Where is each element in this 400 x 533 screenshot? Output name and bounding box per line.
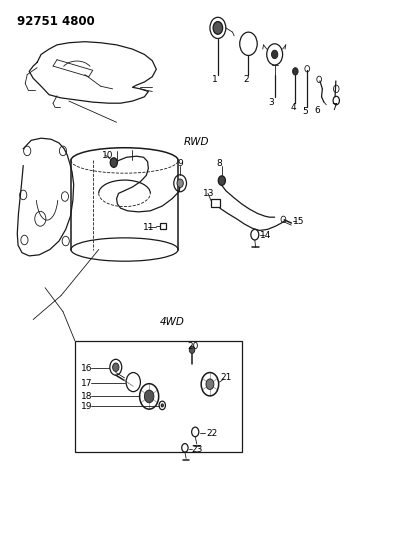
Circle shape [110, 158, 117, 167]
Bar [160, 223, 166, 229]
Text: 1: 1 [212, 75, 218, 84]
Text: 4: 4 [290, 103, 296, 112]
Text: 5: 5 [302, 107, 308, 116]
Text: RWD: RWD [183, 137, 209, 147]
Circle shape [206, 379, 214, 390]
Text: 10: 10 [102, 151, 113, 160]
Bar [75, 341, 242, 452]
Text: 15: 15 [293, 217, 305, 226]
Circle shape [189, 346, 195, 353]
Text: 7: 7 [331, 103, 337, 112]
Text: 6: 6 [314, 106, 320, 115]
Text: 18: 18 [81, 392, 92, 401]
Text: 4WD: 4WD [160, 317, 185, 327]
Text: 2: 2 [243, 75, 248, 84]
Circle shape [161, 404, 164, 407]
Text: 23: 23 [191, 445, 203, 454]
Text: 17: 17 [81, 378, 92, 387]
Text: 3: 3 [269, 98, 274, 107]
Circle shape [177, 179, 183, 188]
Bar [211, 199, 220, 207]
Text: 20: 20 [187, 342, 199, 351]
Text: 14: 14 [260, 231, 272, 240]
Circle shape [272, 50, 278, 59]
Text: 16: 16 [81, 364, 92, 373]
Circle shape [213, 21, 223, 34]
Text: 8: 8 [217, 159, 222, 167]
Text: 92751 4800: 92751 4800 [17, 14, 95, 28]
Text: 9: 9 [177, 159, 183, 167]
Circle shape [113, 363, 119, 372]
Text: 13: 13 [203, 189, 215, 198]
Text: 22: 22 [206, 429, 217, 438]
Circle shape [218, 176, 226, 185]
Text: 11: 11 [143, 223, 155, 232]
Circle shape [144, 390, 154, 403]
Text: 21: 21 [221, 373, 232, 382]
Circle shape [292, 68, 298, 75]
Text: 19: 19 [81, 402, 92, 411]
